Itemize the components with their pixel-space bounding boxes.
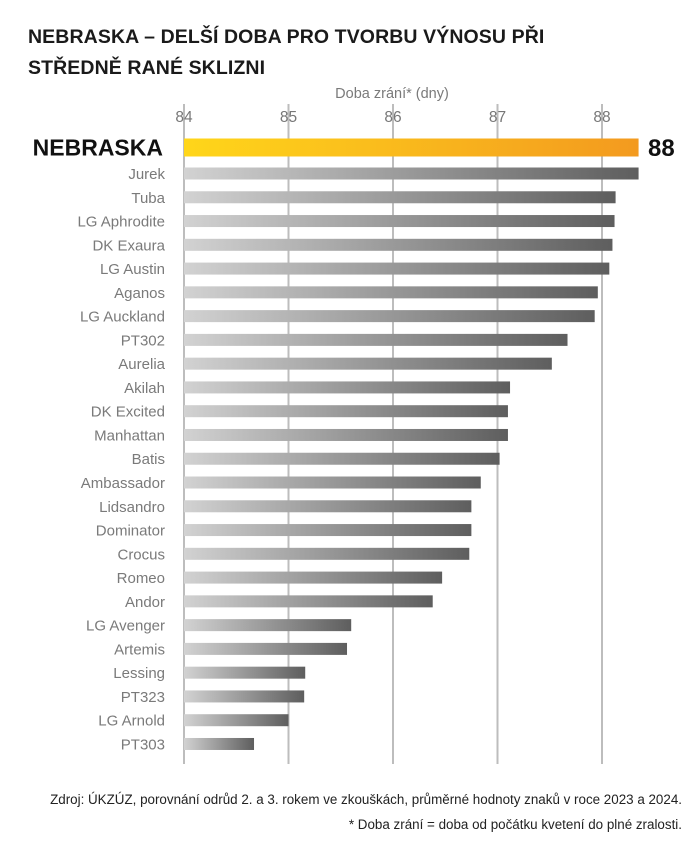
category-labels: NEBRASKA 88 Jurek Tuba LG Aphrodite DK Exaura… [33,135,675,754]
bar [184,452,500,465]
bar [184,737,255,750]
category-label: PT303 [121,736,165,753]
chart-title-line-1: NEBRASKA – DELŠÍ DOBA PRO TVORBU VÝNOSU … [28,26,545,48]
category-label: Aganos [114,285,165,302]
category-label: LG Austin [100,261,165,278]
category-label: DK Excited [91,404,165,421]
source-note: Zdroj: ÚKZÚZ, porovnání odrůd 2. a 3. ro… [50,792,682,807]
bar-chart: 84 85 86 87 88 Doba zrání* (dny) NEBRASKA 88 J… [33,86,675,764]
bar [184,333,568,346]
category-label: DK Exaura [92,237,165,254]
category-label: Artemis [114,641,165,658]
chart-title: NEBRASKA – DELŠÍ DOBA PRO TVORBU VÝNOSU … [28,22,544,84]
bar [184,215,615,228]
category-label: PT302 [121,332,165,349]
bar [184,357,552,370]
bar [184,405,508,418]
category-label: Akilah [124,380,165,397]
bar [184,547,470,560]
x-tick-label: 84 [175,109,193,126]
category-label: Lessing [113,665,165,682]
bar [184,262,610,275]
category-label: LG Avenger [86,618,165,635]
bar [184,310,595,323]
bar [184,428,508,441]
category-label: Aurelia [118,356,165,373]
bar [184,524,472,537]
bar [184,476,481,489]
x-tick-label: 86 [384,109,401,126]
category-label: Manhattan [94,427,165,444]
category-label: Batis [132,451,165,468]
category-label: Crocus [117,546,165,563]
category-label: Ambassador [81,475,165,492]
x-tick-label: 85 [280,109,297,126]
bar [184,714,289,727]
x-tick-label: 87 [489,109,506,126]
category-label: LG Auckland [80,309,165,326]
bars [184,138,639,750]
chart-title-line-2: STŘEDNĚ RANÉ SKLIZNI [28,57,266,79]
highlight-value-label: 88 [648,135,675,162]
bar [184,571,443,584]
x-axis-label: Doba zrání* (dny) [335,86,449,102]
bar [184,690,305,703]
bar [184,167,639,180]
category-label: Jurek [128,166,165,183]
category-label: Tuba [131,190,165,207]
bar [184,619,352,632]
bar [184,381,511,394]
bar [184,191,616,204]
bar [184,500,472,513]
category-label: LG Aphrodite [77,214,165,231]
x-axis-ticks: 84 85 86 87 88 [175,109,610,126]
bar [184,595,433,608]
bar [184,666,306,679]
category-label: LG Arnold [98,713,165,730]
category-label: Andor [125,594,165,611]
bar-highlight [184,138,639,157]
x-tick-label: 88 [593,109,610,126]
bar [184,286,598,299]
footnote: * Doba zrání = doba od počátku kvetení d… [348,817,682,832]
category-label: Lidsandro [99,499,165,516]
category-label: PT323 [121,689,165,706]
bar [184,238,613,251]
category-label: Dominator [96,523,165,540]
category-label: Romeo [117,570,165,587]
highlight-category-label: NEBRASKA [33,135,163,161]
bar [184,642,348,655]
